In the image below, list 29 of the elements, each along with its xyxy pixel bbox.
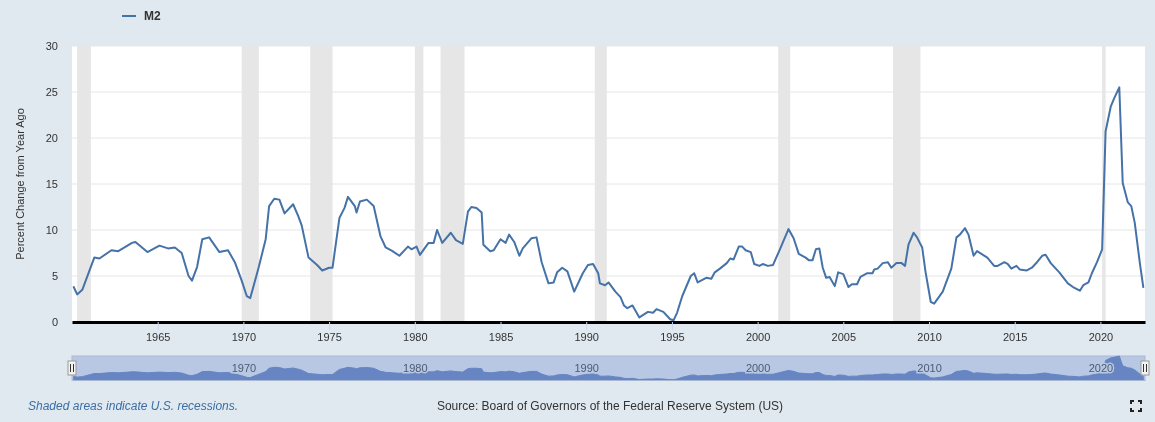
legend-label: M2 [144,9,161,23]
x-tick-label: 1985 [488,330,514,343]
y-tick-label: 30 [45,40,58,53]
x-tick-label: 1970 [231,361,257,374]
x-tick-label: 1970 [231,330,257,343]
y-tick-label: 15 [45,178,58,191]
y-tick-label: 20 [45,132,58,145]
x-tick-label: 2010 [917,330,942,343]
x-tick-label: 2000 [745,361,771,374]
line-series [72,86,1145,322]
x-tick-label: 2010 [917,361,942,374]
x-tick-label: 1975 [317,330,342,343]
text: Shaded areas indicate U.S. recessions. [28,399,239,413]
x-tick-label: 2000 [745,330,771,343]
x-tick-label: 2020 [1088,330,1114,343]
x-tick-label: 1965 [145,330,171,343]
x-tick-label: 2005 [831,330,857,343]
y-tick-label: 10 [45,224,58,237]
y-tick-label: 0 [51,316,58,329]
x-tick-label: 1990 [574,361,599,374]
x-tick-label: 1980 [403,361,428,374]
x-tick-label: 1995 [660,330,685,343]
y-tick-label: 5 [51,270,58,283]
x-tick-label: 1980 [403,330,428,343]
x-tick-label: 2015 [1002,330,1028,343]
source-note: Source: Board of Governors of the Federal Reserve System (US) [436,399,784,413]
y-axis-title: Percent Change from Year Ago [14,108,26,260]
y-tick-label: 25 [45,86,58,99]
x-tick-label: 1990 [574,330,599,343]
